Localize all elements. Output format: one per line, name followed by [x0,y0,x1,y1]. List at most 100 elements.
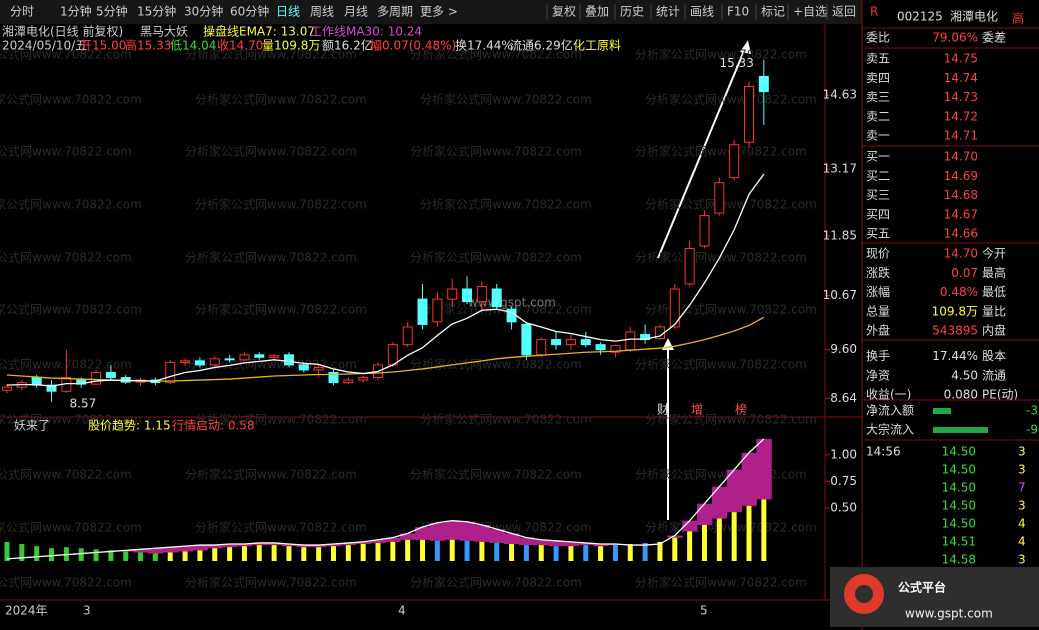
candle-body [2,386,12,391]
watermark: 分析家公式网www.70822.com [645,92,817,107]
badge: 增 [691,403,703,417]
period-tab[interactable]: 月线 [344,5,368,19]
watermark: 分析家公式网www.70822.com [0,197,142,212]
trend-fill [133,549,149,553]
trend-fill [370,539,386,543]
stat-extra: 最低 [982,285,1006,299]
period-tab[interactable]: 更多 > [420,5,458,19]
watermark: 分析家公式网www.70822.com [185,575,357,590]
tool-button[interactable]: +自选 [793,5,827,19]
watermark: 分析家公式网www.70822.com [410,47,582,62]
candle-body [254,354,265,358]
watermark: 分析家公式网www.70822.com [410,575,582,590]
period-tab[interactable]: 日线 [276,5,300,19]
bar [34,546,40,561]
candle-body [402,326,413,346]
bar [93,549,99,561]
watermark: 分析家公式网www.70822.com [645,412,817,427]
candle-body [491,288,502,308]
bar [345,545,351,561]
watermark: 分析家公式网www.70822.com [635,575,807,590]
trend-fill [563,541,579,547]
watermark: 分析家公式网www.70822.com [645,302,817,317]
tool-button[interactable]: 历史 [620,5,644,19]
candle-body [625,331,636,351]
watermark: 分析家公式网www.70822.com [0,47,132,62]
period-tab[interactable]: 周线 [310,5,334,19]
candle-body [729,144,740,179]
tool-button[interactable]: F10 [727,5,749,19]
low-label: 8.57 [70,396,97,410]
stat-value: 0.48% [940,285,978,299]
trend-fill [429,522,446,541]
watermark: 分析家公式网www.70822.com [635,467,807,482]
tick-price: 14.58 [942,553,976,567]
period-tab[interactable]: 5分钟 [96,4,128,19]
tool-button[interactable]: 画线 [690,5,714,19]
bar [657,541,663,561]
trend-fill [296,545,312,548]
stat-extra: 股本 [982,349,1006,363]
logo-url: www.gspt.com [905,607,993,621]
stat-value: 17.44% [932,349,978,363]
candle-body [387,344,398,366]
bid-price: 14.66 [944,227,978,241]
period-tab[interactable]: 30分钟 [184,4,223,19]
bar [4,541,10,561]
watermark: 分析家公式网www.70822.com [420,197,592,212]
site-watermark: www.gspt.com [468,296,556,310]
bid-label: 买二 [866,169,890,183]
tag: 高 [1012,11,1024,26]
candle-body [165,361,176,384]
ask-price: 14.72 [944,109,978,123]
tool-button[interactable]: 叠加 [585,5,609,19]
candle-body [447,288,458,300]
period-tab[interactable]: 分时 [10,5,34,19]
info-field: 换17.44% [455,39,513,53]
trend-fill [355,541,372,545]
arrow [657,45,747,259]
trend-fill [533,539,550,546]
period-tab[interactable]: 多周期 [377,5,413,19]
period-tab[interactable]: 60分钟 [230,4,269,19]
bar [523,545,529,561]
badge: 财 [657,403,669,417]
tool-button[interactable]: 标记 [761,5,785,19]
bar [716,518,722,561]
tool-button[interactable]: 统计 [656,5,680,19]
bid-price: 14.68 [944,188,978,202]
tick-volume: 7 [1018,481,1026,495]
y-tick-label: 13.17 [823,162,857,176]
trend-fill [504,533,520,545]
bid-price: 14.70 [944,150,978,164]
time-label: 2024年 [5,604,48,618]
watermark: 分析家公式网www.70822.com [420,302,592,317]
ask-label: 卖五 [866,52,890,66]
candle-body [610,345,621,353]
info-field: 化工原料 [573,39,621,53]
tool-button[interactable]: 返回 [832,5,856,19]
tool-button[interactable]: 复权 [552,5,576,19]
trend-fill [251,542,268,546]
candle-body [669,288,680,328]
period-tab[interactable]: 15分钟 [137,4,176,19]
period-tab[interactable]: 1分钟 [60,4,92,19]
bar [256,545,262,561]
trend-fill [177,546,193,552]
candle-body [476,285,487,303]
candle-body [46,384,57,392]
trend-fill [711,486,728,519]
stat-label: 净资 [866,368,890,382]
trend-fill [459,521,475,541]
ratio-label: 委比 [866,31,890,45]
stat-extra: 内盘 [982,323,1006,338]
watermark: 分析家公式网www.70822.com [410,144,582,159]
trend-fill [578,542,594,546]
bar [78,548,84,561]
ask-price: 14.74 [944,71,978,85]
bar [405,539,411,561]
watermark: 分析家公式网www.70822.com [0,302,142,317]
bar [138,552,144,561]
candle-body [699,215,710,247]
bar [627,544,633,561]
